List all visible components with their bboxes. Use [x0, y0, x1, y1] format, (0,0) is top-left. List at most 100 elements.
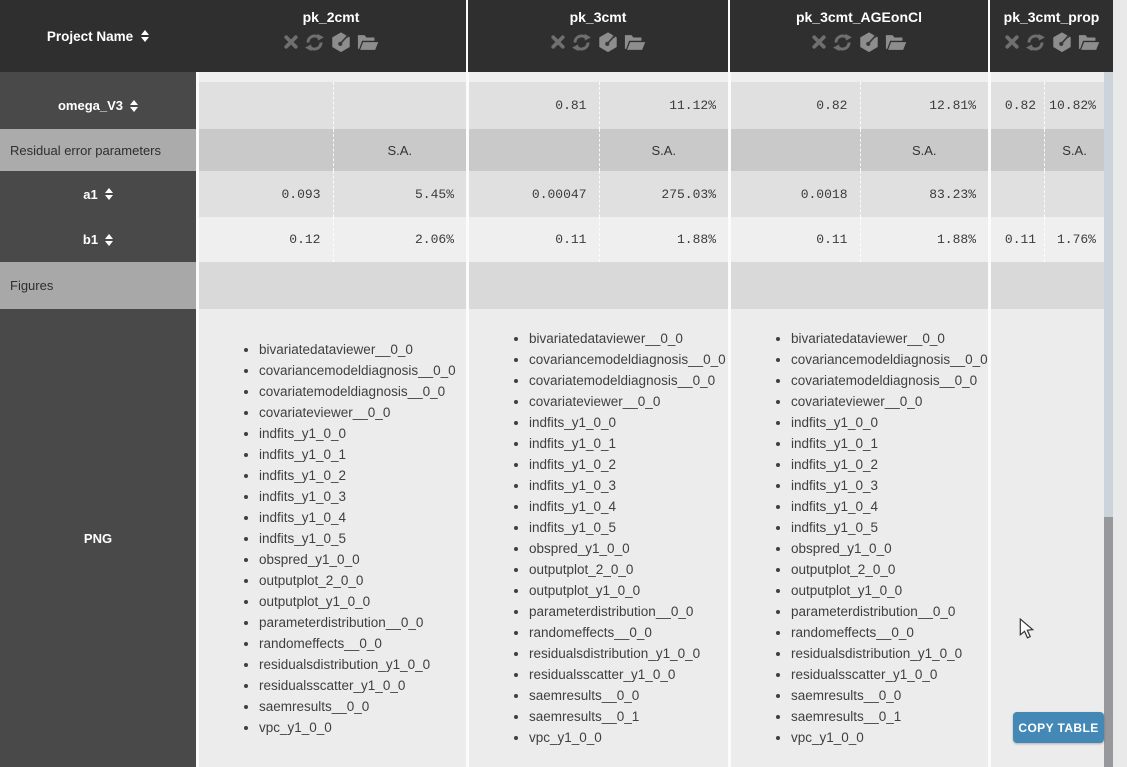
b1-pk_3cmt_AGEonCl-cell: 0.11 1.88% — [728, 217, 988, 262]
sort-icon[interactable] — [130, 99, 139, 112]
residual-method-pk_3cmt-cell: S.A. — [466, 129, 728, 171]
row-label-text: b1 — [82, 232, 99, 247]
estimate-value: 0.82 — [816, 98, 848, 113]
figure-list-item: bivariatedataviewer__0_0 — [259, 339, 456, 360]
figure-list-item: covariancemodeldiagnosis__0_0 — [259, 360, 456, 381]
project-name-header-label: Project Name — [46, 28, 134, 44]
png-figures-pk_3cmt_prop-cell — [988, 309, 1104, 767]
estimation-method: S.A. — [859, 129, 989, 171]
monolix-model-icon[interactable] — [1051, 31, 1073, 53]
b1-pk_3cmt-cell: 0.11 1.88% — [466, 217, 728, 262]
project-column-pk_3cmt_AGEonCl: pk_3cmt_AGEonCl — [728, 0, 988, 72]
figure-list-item: bivariatedataviewer__0_0 — [529, 328, 726, 349]
figure-list-item: indfits_y1_0_1 — [259, 444, 456, 465]
figure-list-item: vpc_y1_0_0 — [259, 717, 456, 738]
figure-list-item: indfits_y1_0_4 — [529, 496, 726, 517]
row-label-omega_V3: omega_V3 — [0, 82, 196, 129]
a1-pk_3cmt_AGEonCl-cell: 0.0018 83.23% — [728, 171, 988, 217]
estimate-value: 0.093 — [281, 186, 321, 202]
rse-value: 2.06% — [332, 217, 467, 262]
figure-list-item: covariatemodeldiagnosis__0_0 — [791, 370, 988, 391]
figure-list-item: residualsscatter_y1_0_0 — [791, 664, 988, 685]
figure-list-item: parameterdistribution__0_0 — [791, 601, 988, 622]
estimate-value: 0.11 — [555, 232, 587, 247]
figure-list-item: residualsscatter_y1_0_0 — [259, 675, 456, 696]
figure-list-item: indfits_y1_0_0 — [529, 412, 726, 433]
figure-list-item: saemresults__0_0 — [791, 685, 988, 706]
estimate-value: 0.81 — [555, 98, 587, 113]
figure-list-item: residualsdistribution_y1_0_0 — [791, 643, 988, 664]
monolix-model-icon[interactable] — [858, 31, 880, 53]
figure-list-item: saemresults__0_0 — [259, 696, 456, 717]
scrollbar-thumb[interactable] — [1104, 517, 1113, 767]
rse-value: 12.81% — [859, 82, 989, 129]
open-results-folder-icon[interactable] — [885, 33, 907, 52]
figure-list-item: obspred_y1_0_0 — [791, 538, 988, 559]
project-title: pk_3cmt — [569, 9, 627, 25]
figure-list-item: saemresults__0_1 — [791, 706, 988, 727]
vertical-scrollbar-track[interactable] — [1104, 72, 1113, 767]
copy-table-button[interactable]: COPY TABLE — [1013, 712, 1104, 743]
sort-icon[interactable] — [104, 188, 113, 200]
figure-list-item: indfits_y1_0_3 — [259, 486, 456, 507]
sort-icon[interactable] — [105, 233, 114, 246]
rse-value: 1.88% — [859, 217, 989, 262]
figure-list-item: randomeffects__0_0 — [791, 622, 988, 643]
reload-project-icon[interactable] — [832, 32, 853, 53]
figure-list: bivariatedataviewer__0_0covariancemodeld… — [731, 328, 988, 748]
row-label-a1: a1 — [0, 171, 196, 217]
reload-project-icon[interactable] — [304, 32, 325, 53]
estimation-method: S.A. — [332, 129, 467, 171]
row-label-text: PNG — [83, 530, 113, 546]
png-figures-pk_2cmt-cell: bivariatedataviewer__0_0covariancemodeld… — [196, 309, 466, 767]
row-label-b1: b1 — [0, 217, 196, 262]
rse-value: 275.03% — [598, 171, 729, 217]
figure-list-item: outputplot_2_0_0 — [791, 559, 988, 580]
estimate-value: 0.11 — [1004, 232, 1037, 247]
figure-list-item: indfits_y1_0_5 — [259, 528, 456, 549]
rse-value: 11.12% — [598, 82, 729, 129]
open-results-folder-icon[interactable] — [624, 33, 646, 52]
rse-value — [1044, 171, 1104, 217]
figure-list-item: randomeffects__0_0 — [259, 633, 456, 654]
figure-list-item: residualsdistribution_y1_0_0 — [529, 643, 726, 664]
figure-list-item: indfits_y1_0_3 — [791, 475, 988, 496]
figure-list-item: indfits_y1_0_1 — [791, 433, 988, 454]
table-row-omega_V3: omega_V3 0.81 11.12% 0.82 12.81% 0.82 10… — [0, 82, 1104, 129]
close-project-icon[interactable] — [1004, 34, 1020, 50]
reload-project-icon[interactable] — [1025, 32, 1046, 53]
section-label: Figures — [0, 262, 196, 309]
omega_V3-pk_3cmt_prop-cell: 0.82 10.82% — [988, 82, 1104, 129]
close-project-icon[interactable] — [811, 34, 827, 50]
monolix-model-icon[interactable] — [597, 31, 619, 53]
monolix-model-icon[interactable] — [330, 31, 352, 53]
figure-list-item: outputplot_y1_0_0 — [791, 580, 988, 601]
project-name-header: Project Name — [0, 0, 196, 72]
partial-scrolled-row — [0, 72, 1104, 82]
open-results-folder-icon[interactable] — [1078, 33, 1100, 52]
figure-list-item: parameterdistribution__0_0 — [529, 601, 726, 622]
figure-list-item: outputplot_2_0_0 — [259, 570, 456, 591]
close-project-icon[interactable] — [550, 34, 566, 50]
estimate-value: 0.82 — [1004, 98, 1037, 113]
figure-list-item: indfits_y1_0_4 — [791, 496, 988, 517]
open-results-folder-icon[interactable] — [357, 33, 379, 52]
sort-icon[interactable] — [141, 30, 150, 42]
rse-value: 5.45% — [332, 171, 467, 217]
a1-pk_3cmt_prop-cell — [988, 171, 1104, 217]
a1-pk_3cmt-cell: 0.00047 275.03% — [466, 171, 728, 217]
section-row-residual-error: Residual error parameters S.A. S.A. S.A.… — [0, 129, 1104, 171]
project-column-pk_2cmt: pk_2cmt — [196, 0, 466, 72]
rse-value — [332, 82, 467, 129]
a1-pk_2cmt-cell: 0.093 5.45% — [196, 171, 466, 217]
close-project-icon[interactable] — [283, 34, 299, 50]
omega_V3-pk_2cmt-cell — [196, 82, 466, 129]
row-label-text: a1 — [83, 186, 98, 202]
residual-method-pk_2cmt-cell: S.A. — [196, 129, 466, 171]
rse-value: 1.76% — [1044, 217, 1104, 262]
figure-list-item: residualsscatter_y1_0_0 — [529, 664, 726, 685]
figure-list-item: indfits_y1_0_0 — [791, 412, 988, 433]
reload-project-icon[interactable] — [571, 32, 592, 53]
rse-value: 10.82% — [1044, 82, 1104, 129]
section-label: Residual error parameters — [0, 129, 196, 171]
